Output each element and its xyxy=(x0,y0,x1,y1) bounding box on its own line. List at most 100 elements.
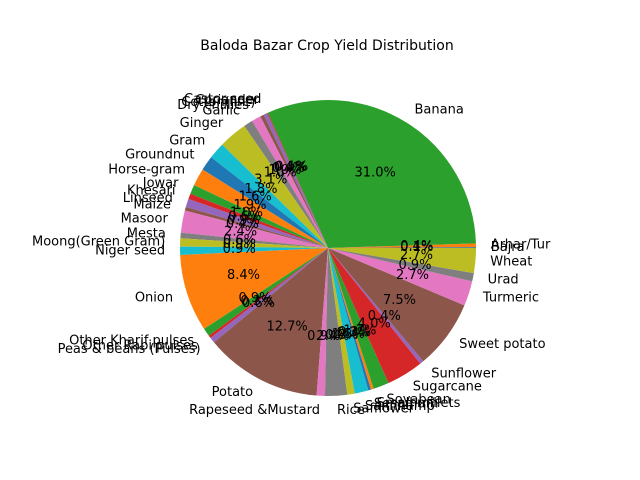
category-label-sesamum: Sesamum xyxy=(374,397,439,412)
category-label-niger-seed: Niger seed xyxy=(95,244,165,259)
pct-label-rapeseed-mustard: 0.9% xyxy=(307,329,340,344)
category-label-sannhamp: Sannhamp xyxy=(365,399,435,414)
pie-slice-banana xyxy=(267,99,476,248)
pie-slice-sesamum xyxy=(328,248,372,391)
pct-label-mesta: 0.6% xyxy=(223,233,256,248)
category-label-bajra: Bajra xyxy=(491,240,525,255)
pie-slice-coriander xyxy=(263,113,328,249)
pie-slice-dry-chillies xyxy=(252,116,328,249)
category-label-cotton-lint: Cotton(lint) xyxy=(181,95,255,110)
pct-label-soyabean: 1.7% xyxy=(343,323,376,338)
pie-slice-small-millets xyxy=(328,248,374,390)
pct-label-moong-green-gram: 0.9% xyxy=(223,237,256,252)
pct-label-sesamum: 0.3% xyxy=(336,326,369,341)
pie-slice-maize xyxy=(184,206,328,248)
pct-label-other-rabi-pulses: 0.3% xyxy=(240,294,273,309)
pct-label-turmeric: 2.7% xyxy=(396,268,429,283)
pct-label-linseed: 0.9% xyxy=(227,214,260,229)
category-label-coriander: Coriander xyxy=(195,93,259,108)
pct-label-sannhamp: 1.5% xyxy=(332,327,365,342)
pie-slice-rapeseed-mustard xyxy=(316,248,328,396)
pct-label-small-millets: 0.3% xyxy=(338,325,371,340)
pct-labels: 0.1%0.4%31.0%0.1%0.4%0.4%1.0%1.0%3.1%1.8… xyxy=(223,160,434,345)
pie-slice-gram xyxy=(211,144,328,248)
pct-label-sugarcane: 4.0% xyxy=(358,316,391,331)
pie-slice-masoor xyxy=(180,210,328,248)
pie-slice-groundnut xyxy=(202,157,328,248)
pct-label-masoor: 2.4% xyxy=(224,225,257,240)
category-label-arhar-tur: Arhar/Tur xyxy=(491,237,551,252)
category-label-mesta: Mesta xyxy=(127,227,166,242)
category-label-safflower: Safflower xyxy=(353,401,414,416)
pie-slice-bajra xyxy=(328,247,477,248)
pie-slice-garlic xyxy=(244,120,328,248)
pct-label-safflower: 0.8% xyxy=(325,328,358,343)
pct-label-castor-seed: 0.1% xyxy=(275,160,308,175)
category-label-potato: Potato xyxy=(212,385,253,400)
pie-slice-soyabean xyxy=(328,248,389,389)
pct-label-gram: 1.8% xyxy=(244,182,277,197)
pct-label-dry-chillies: 1.0% xyxy=(268,163,301,178)
category-label-sugarcane: Sugarcane xyxy=(413,380,482,395)
pie-slice-turmeric xyxy=(328,248,473,306)
category-label-horse-gram: Horse-gram xyxy=(108,163,185,178)
pie-slice-rice xyxy=(324,248,348,397)
pie-slice-potato xyxy=(213,248,328,396)
pct-label-wheat: 2.7% xyxy=(400,248,433,263)
category-label-linseed: Linseed xyxy=(123,191,173,206)
category-label-other-rabi-pulses: Other Rabi pulses xyxy=(82,338,198,353)
category-label-other-kharif-pulses: Other Kharif pulses xyxy=(69,333,194,348)
category-label-sweet-potato: Sweet potato xyxy=(459,337,545,352)
category-label-jowar: Jowar xyxy=(142,176,179,191)
pie-slice-peas-beans-pulses xyxy=(210,248,328,343)
category-label-maize: Maize xyxy=(133,197,171,212)
pct-label-urad: 0.9% xyxy=(398,258,431,273)
category-label-moong-green-gram: Moong(Green Gram) xyxy=(32,234,165,249)
category-label-ginger: Ginger xyxy=(180,116,224,131)
category-label-rice: Rice xyxy=(337,403,365,418)
pie-slice-urad xyxy=(328,248,474,282)
pie-slice-khesari xyxy=(188,193,328,248)
category-label-gram: Gram xyxy=(169,134,205,149)
pct-label-other-kharif-pulses: 0.9% xyxy=(238,291,271,306)
pie-slice-onion xyxy=(180,248,328,329)
pie-slice-sunflower xyxy=(328,248,424,364)
pct-label-garlic: 1.0% xyxy=(264,166,297,181)
pie-slice-sugarcane xyxy=(328,248,421,384)
category-label-small-millets: Small millets xyxy=(377,396,461,411)
pct-label-cotton-lint: 0.4% xyxy=(272,161,305,176)
pct-label-peas-beans-pulses: 0.6% xyxy=(242,296,275,311)
pct-label-sunflower: 0.4% xyxy=(368,309,401,324)
pct-label-horse-gram: 1.9% xyxy=(233,198,266,213)
pct-label-potato: 12.7% xyxy=(266,319,307,334)
pie-slice-niger-seed xyxy=(180,246,328,256)
pie-slice-sweet-potato xyxy=(328,248,465,362)
category-label-soyabean: Soyabean xyxy=(387,392,451,407)
pie-slice-sannhamp xyxy=(328,248,369,394)
category-label-turmeric: Turmeric xyxy=(482,291,539,306)
pie-slice-wheat xyxy=(328,248,476,274)
pie-slice-other-kharif-pulses xyxy=(204,248,328,336)
pie-slice-horse-gram xyxy=(194,169,328,248)
pct-label-groundnut: 1.6% xyxy=(239,190,272,205)
category-label-garlic: Garlic xyxy=(202,103,240,118)
pie-slice-linseed xyxy=(185,198,328,248)
category-label-masoor: Masoor xyxy=(121,211,169,226)
pct-label-niger-seed: 0.9% xyxy=(223,242,256,257)
category-label-peas-beans-pulses: Peas & beans (Pulses) xyxy=(58,342,201,357)
pct-label-bajra: 0.1% xyxy=(400,240,433,255)
pct-label-sweet-potato: 7.5% xyxy=(383,293,416,308)
category-label-sunflower: Sunflower xyxy=(431,366,497,381)
pct-label-maize: 0.4% xyxy=(226,217,259,232)
pie-slice-ginger xyxy=(222,125,328,248)
pct-label-banana: 31.0% xyxy=(355,165,396,180)
pie-slices xyxy=(180,99,477,397)
category-label-rapeseed-mustard: Rapeseed &Mustard xyxy=(189,403,320,418)
pie-slice-castor-seed xyxy=(267,112,328,248)
pie-slice-moong-green-gram xyxy=(180,238,328,248)
pct-label-ginger: 3.1% xyxy=(254,173,287,188)
pie-slice-cotton-lint xyxy=(260,114,328,248)
pie-slice-arhar-tur xyxy=(328,243,476,248)
